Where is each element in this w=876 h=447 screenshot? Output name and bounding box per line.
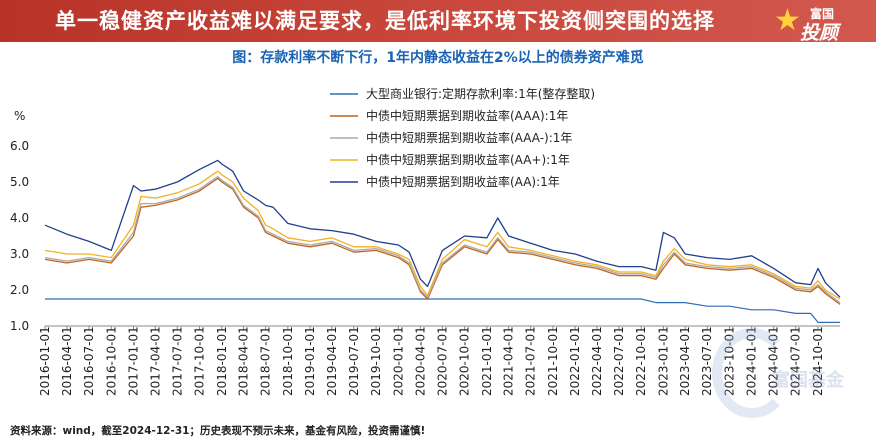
x-tick-label: 2022-04-01 — [590, 326, 604, 396]
x-tick-label: 2024-10-01 — [811, 326, 825, 396]
y-axis-label: % — [14, 109, 25, 123]
x-tick-label: 2017-10-01 — [193, 326, 207, 396]
x-tick-label: 2023-07-01 — [700, 326, 714, 396]
y-tick-label: 5.0 — [10, 175, 29, 189]
x-tick-label: 2016-04-01 — [60, 326, 74, 396]
line-chart: % 1.0 2.0 3.0 4.0 5.0 6.0 2016-01-01 2016-04-01 2… — [10, 86, 841, 396]
chart-subtitle: 图：存款利率不断下行，1年内静态收益在2%以上的债券资产难觅 — [232, 50, 644, 66]
x-tick-label: 2022-10-01 — [634, 326, 648, 396]
chart-series — [44, 159, 841, 323]
x-tick-label: 2023-04-01 — [678, 326, 692, 396]
y-tick-label: 2.0 — [10, 283, 29, 297]
x-tick-label: 2023-01-01 — [656, 326, 670, 396]
x-tick-label: 2018-04-01 — [237, 326, 251, 396]
x-tick-label: 2016-10-01 — [104, 326, 118, 396]
watermark-text: 富国基金 — [772, 370, 844, 391]
chart-legend: 大型商业银行:定期存款利率:1年(整存整取) 中债中短期票据到期收益率(AAA):… — [330, 86, 595, 189]
x-tick-label: 2022-01-01 — [568, 326, 582, 396]
x-tick-label: 2019-01-01 — [303, 326, 317, 396]
x-tick-label: 2018-10-01 — [281, 326, 295, 396]
brand-logo: ★ 富国 投顾 — [774, 3, 866, 45]
y-tick-label: 3.0 — [10, 247, 29, 261]
chart-axes: % 1.0 2.0 3.0 4.0 5.0 6.0 2016-01-01 2016-04-01 2… — [10, 109, 840, 396]
x-tick-label: 2021-10-01 — [546, 326, 560, 396]
x-tick-label: 2019-07-01 — [347, 326, 361, 396]
series-line-4 — [44, 159, 841, 298]
x-tick-label: 2016-07-01 — [82, 326, 96, 396]
x-tick-label: 2020-07-01 — [435, 326, 449, 396]
legend-label: 中债中短期票据到期收益率(AAA-):1年 — [366, 130, 572, 145]
x-tick-label: 2021-04-01 — [502, 326, 516, 396]
x-tick-label: 2024-07-01 — [789, 326, 803, 396]
x-tick-label: 2020-04-01 — [413, 326, 427, 396]
y-tick-label: 1.0 — [10, 319, 29, 333]
star-icon: ★ — [774, 3, 801, 38]
x-tick-label: 2019-04-01 — [325, 326, 339, 396]
watermark-logo-shape — [712, 328, 792, 418]
y-tick-label: 6.0 — [10, 139, 29, 153]
x-tick-label: 2018-01-01 — [215, 326, 229, 396]
x-tick-label: 2016-01-01 — [38, 326, 52, 396]
series-line-3 — [44, 170, 841, 300]
page-title: 单一稳健资产收益难以满足要求，是低利率环境下投资侧突围的选择 — [55, 9, 715, 33]
logo-bottom-text: 投顾 — [800, 22, 839, 44]
x-tick-label: 2017-04-01 — [148, 326, 162, 396]
x-tick-label: 2017-07-01 — [170, 326, 184, 396]
x-tick-label: 2019-10-01 — [369, 326, 383, 396]
x-tick-label: 2020-10-01 — [458, 326, 472, 396]
title-banner: 单一稳健资产收益难以满足要求，是低利率环境下投资侧突围的选择 ★ 富国 投顾 — [0, 0, 876, 45]
x-tick-label: 2020-01-01 — [391, 326, 405, 396]
watermark: 富国基金 — [702, 328, 872, 418]
x-tick-label: 2017-01-01 — [127, 326, 141, 396]
x-tick-label: 2018-07-01 — [259, 326, 273, 396]
series-line-1 — [44, 177, 841, 305]
legend-label: 中债中短期票据到期收益率(AA):1年 — [366, 174, 560, 189]
legend-label: 大型商业银行:定期存款利率:1年(整存整取) — [366, 86, 595, 101]
logo-top-text: 富国 — [810, 7, 835, 21]
legend-label: 中债中短期票据到期收益率(AAA):1年 — [366, 108, 568, 123]
x-tick-label: 2021-01-01 — [480, 326, 494, 396]
y-tick-label: 4.0 — [10, 211, 29, 225]
legend-label: 中债中短期票据到期收益率(AA+):1年 — [366, 152, 570, 167]
x-tick-label: 2021-07-01 — [524, 326, 538, 396]
series-line-0 — [45, 298, 840, 323]
x-tick-label: 2022-07-01 — [612, 326, 626, 396]
source-footnote: 资料来源：wind，截至2024-12-31；历史表现不预示未来，基金有风险，投… — [10, 425, 426, 437]
series-line-2 — [44, 175, 841, 304]
